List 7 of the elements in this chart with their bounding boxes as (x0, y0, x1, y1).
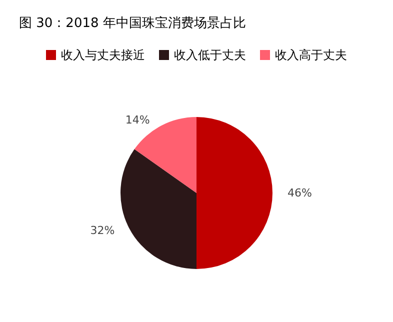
legend-label: 收入高于丈夫 (275, 48, 347, 62)
data-label: 14% (125, 114, 150, 127)
legend-label: 收入与丈夫接近 (61, 48, 145, 62)
data-label: 46% (288, 186, 312, 200)
legend-label: 收入低于丈夫 (174, 48, 246, 62)
data-label: 32% (90, 224, 115, 238)
chart-title: 图 30：2018 年中国珠宝消费场景占比 (19, 15, 246, 31)
